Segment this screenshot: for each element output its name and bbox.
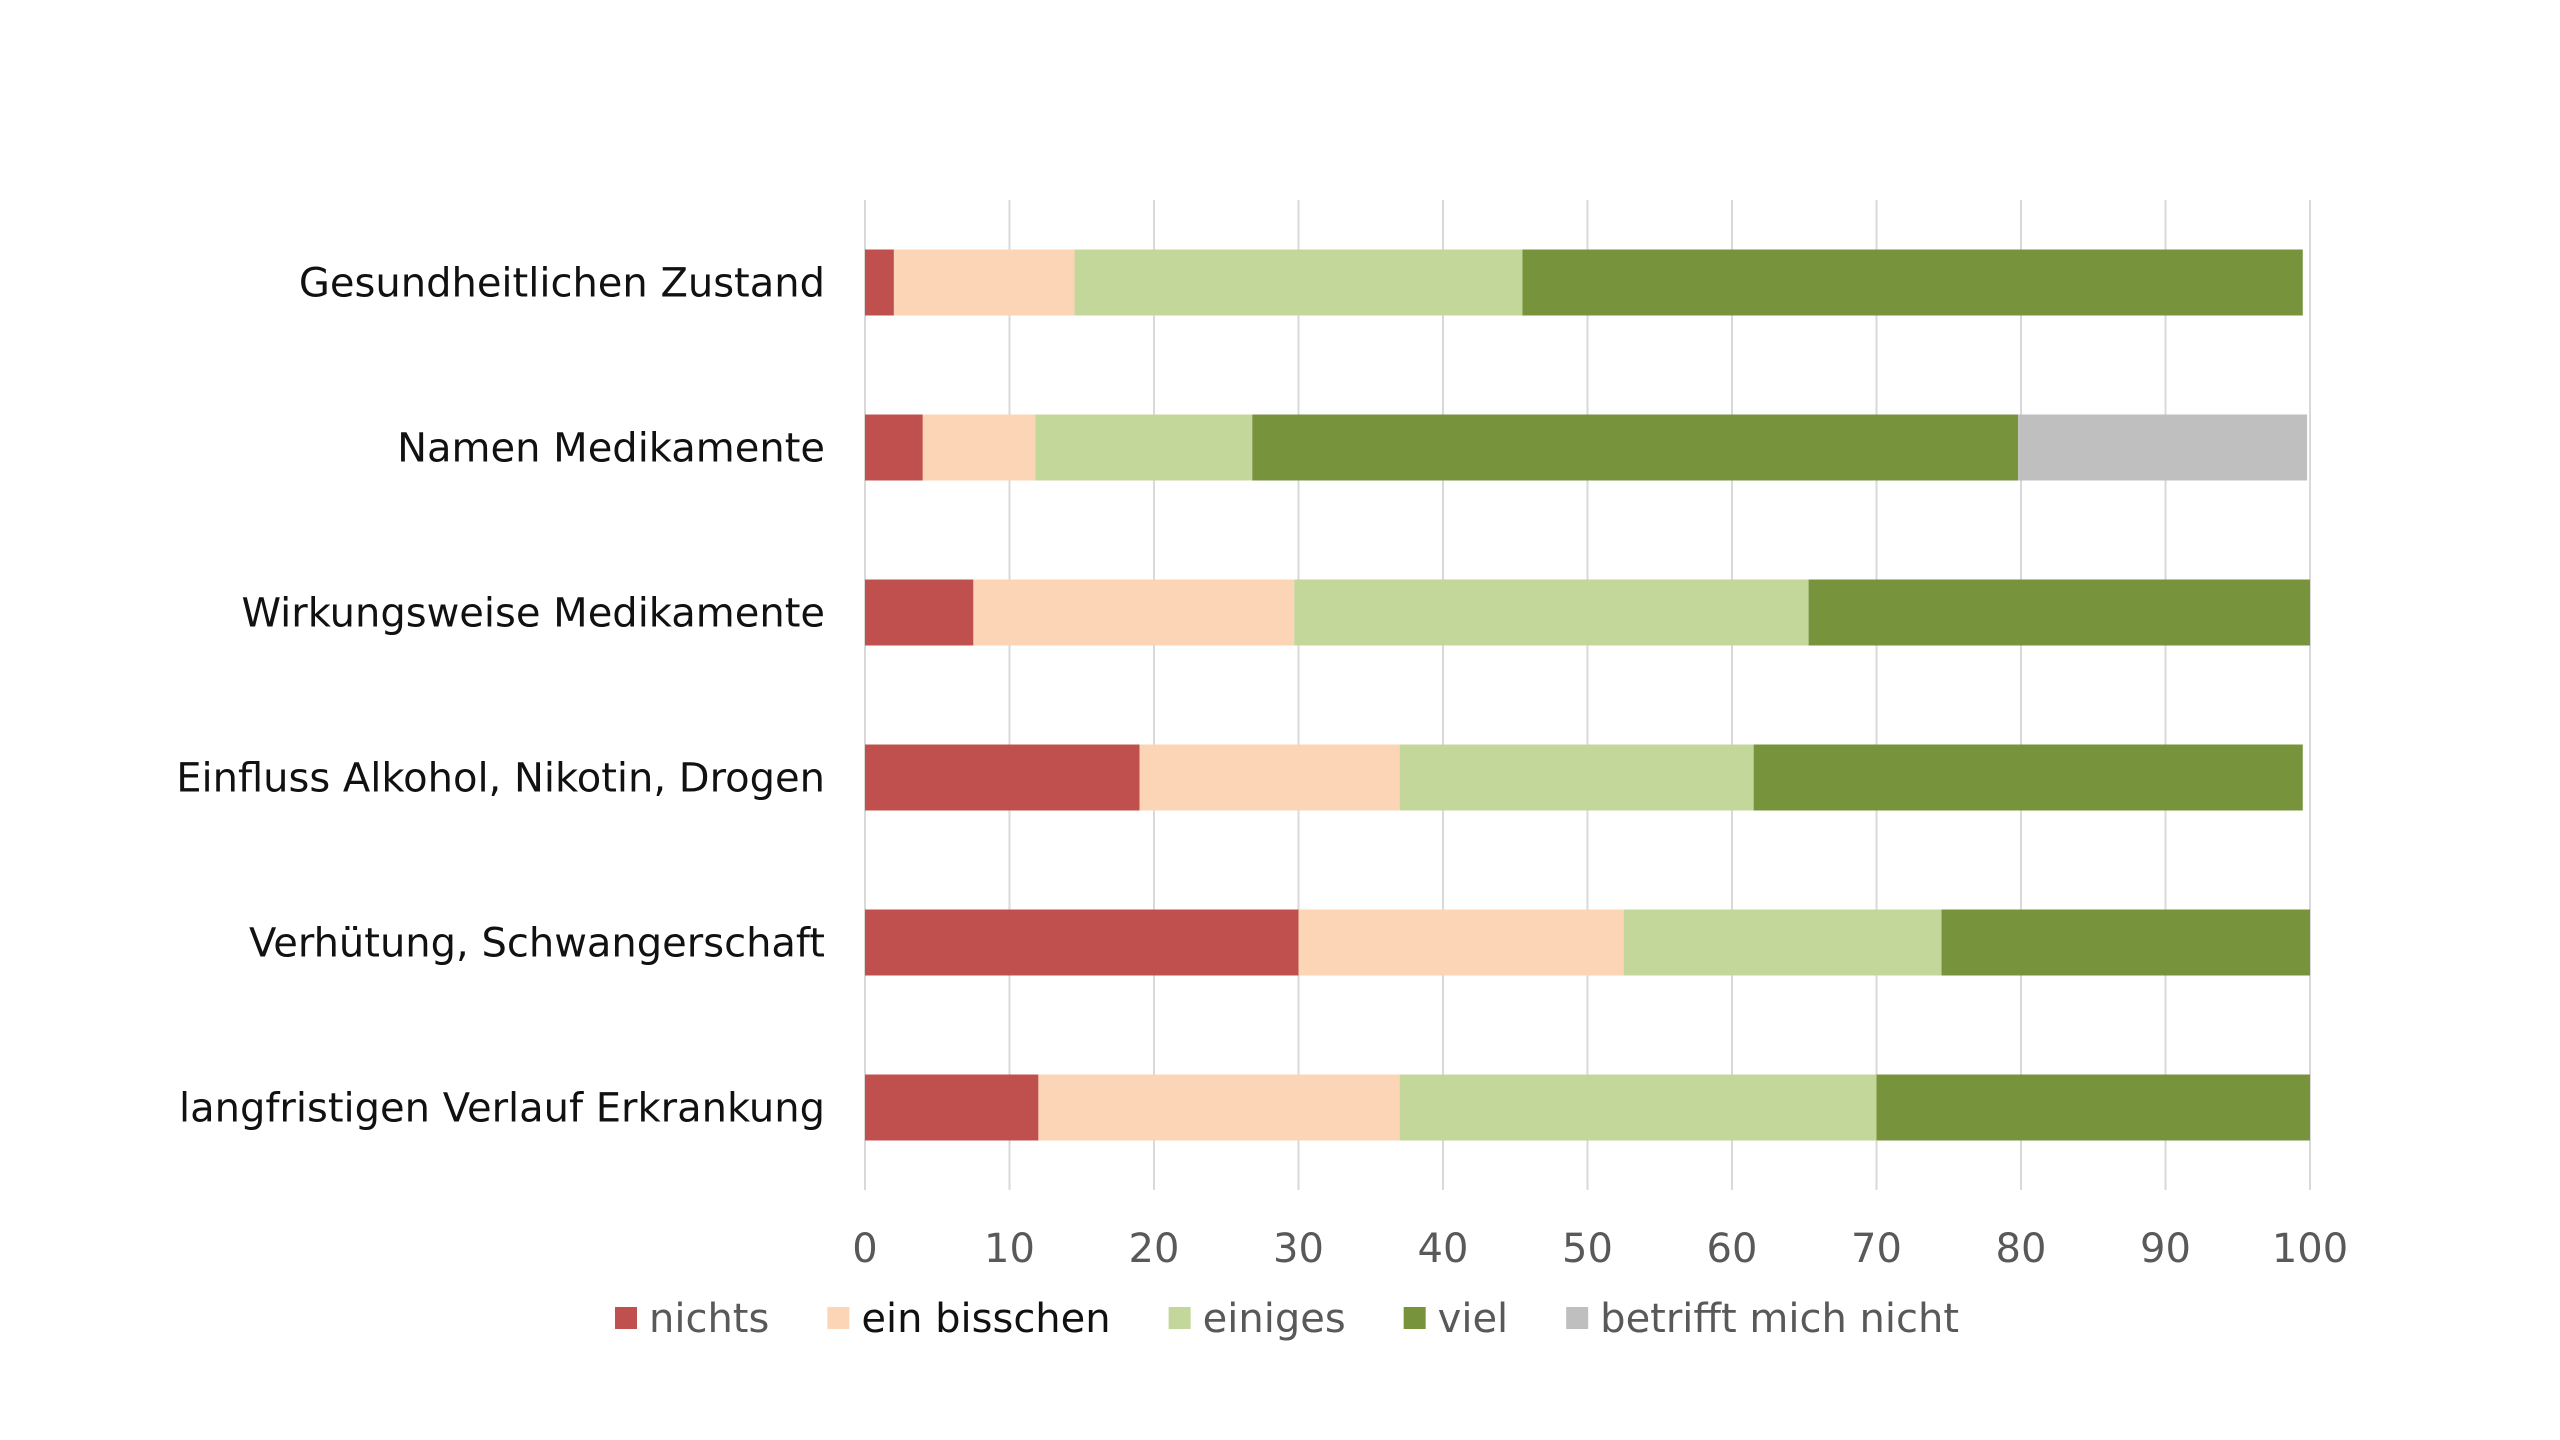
legend-swatch <box>827 1307 850 1329</box>
bar-segment-viel-2 <box>1808 579 2310 646</box>
x-tick-label: 80 <box>1996 1226 2047 1272</box>
bars <box>865 249 2310 1141</box>
legend-item-viel: viel <box>1403 1296 1509 1342</box>
bar-segment-einiges-4 <box>1623 909 1942 976</box>
bar-segment-viel-5 <box>1876 1074 2310 1141</box>
bar-group-5 <box>865 1074 2310 1141</box>
category-label: langfristigen Verlauf Erkrankung <box>179 1086 825 1132</box>
category-label: Einfluss Alkohol, Nikotin, Drogen <box>176 756 825 802</box>
x-tick-label: 20 <box>1129 1226 1180 1272</box>
legend-swatch <box>1566 1307 1589 1329</box>
bar-segment-ein-bisschen-5 <box>1038 1074 1400 1141</box>
bar-group-2 <box>865 579 2310 646</box>
axes: Gesundheitlichen Zustand Namen Medikament… <box>176 261 2348 1273</box>
bar-segment-einiges-5 <box>1399 1074 1877 1141</box>
bar-segment-viel-4 <box>1941 909 2310 976</box>
bar-segment-nichts-4 <box>865 909 1299 976</box>
bar-segment-nichts-5 <box>865 1074 1039 1141</box>
bar-segment-nichts-2 <box>865 579 974 646</box>
x-tick-label: 60 <box>1707 1226 1758 1272</box>
x-tick-label: 100 <box>2272 1226 2348 1272</box>
legend-swatch <box>1403 1307 1426 1329</box>
x-tick-label: 70 <box>1851 1226 1902 1272</box>
bar-segment-einiges-1 <box>1035 414 1253 481</box>
legend-label: ein bisschen <box>861 1296 1110 1342</box>
x-tick-label: 0 <box>852 1226 877 1272</box>
bar-segment-betrifft-mich-nicht-1 <box>2018 414 2308 481</box>
category-label: Gesundheitlichen Zustand <box>299 261 825 307</box>
bar-segment-ein-bisschen-1 <box>922 414 1036 481</box>
x-tick-label: 50 <box>1562 1226 1613 1272</box>
bar-segment-nichts-0 <box>865 249 894 316</box>
x-tick-label: 10 <box>984 1226 1035 1272</box>
bar-segment-nichts-3 <box>865 744 1140 811</box>
bar-segment-ein-bisschen-4 <box>1298 909 1624 976</box>
legend-item-einiges: einiges <box>1168 1296 1346 1342</box>
legend-label: viel <box>1438 1296 1509 1342</box>
bar-segment-nichts-1 <box>865 414 923 481</box>
category-label: Namen Medikamente <box>397 426 825 472</box>
bar-group-3 <box>865 744 2303 811</box>
bar-group-0 <box>865 249 2303 316</box>
bar-segment-viel-1 <box>1252 414 2019 481</box>
gridlines <box>864 200 2311 1190</box>
x-tick-label: 90 <box>2140 1226 2191 1272</box>
category-label: Verhütung, Schwangerschaft <box>249 921 825 967</box>
legend-swatch <box>1168 1307 1191 1329</box>
category-label: Wirkungsweise Medikamente <box>241 591 825 637</box>
legend-label: nichts <box>649 1296 769 1342</box>
bar-segment-einiges-3 <box>1399 744 1754 811</box>
bar-segment-ein-bisschen-3 <box>1139 744 1400 811</box>
legend-item-ein-bisschen: ein bisschen <box>827 1296 1111 1342</box>
bar-segment-viel-0 <box>1522 249 2303 316</box>
x-tick-label: 30 <box>1273 1226 1324 1272</box>
bar-segment-einiges-0 <box>1074 249 1523 316</box>
legend-label: einiges <box>1203 1296 1346 1342</box>
bar-group-4 <box>865 909 2310 976</box>
x-tick-label: 40 <box>1418 1226 1469 1272</box>
legend-item-betrifft-mich-nicht: betrifft mich nicht <box>1566 1296 1959 1342</box>
bar-group-1 <box>865 414 2308 481</box>
bar-segment-ein-bisschen-2 <box>973 579 1295 646</box>
legend-swatch <box>615 1307 637 1329</box>
legend: nichts ein bisschen einiges viel betrifft mi… <box>615 1296 1959 1342</box>
bar-segment-viel-3 <box>1753 744 2303 811</box>
bar-segment-ein-bisschen-0 <box>893 249 1075 316</box>
legend-item-nichts: nichts <box>615 1296 769 1342</box>
legend-label: betrifft mich nicht <box>1600 1296 1959 1342</box>
bar-segment-einiges-2 <box>1294 579 1809 646</box>
